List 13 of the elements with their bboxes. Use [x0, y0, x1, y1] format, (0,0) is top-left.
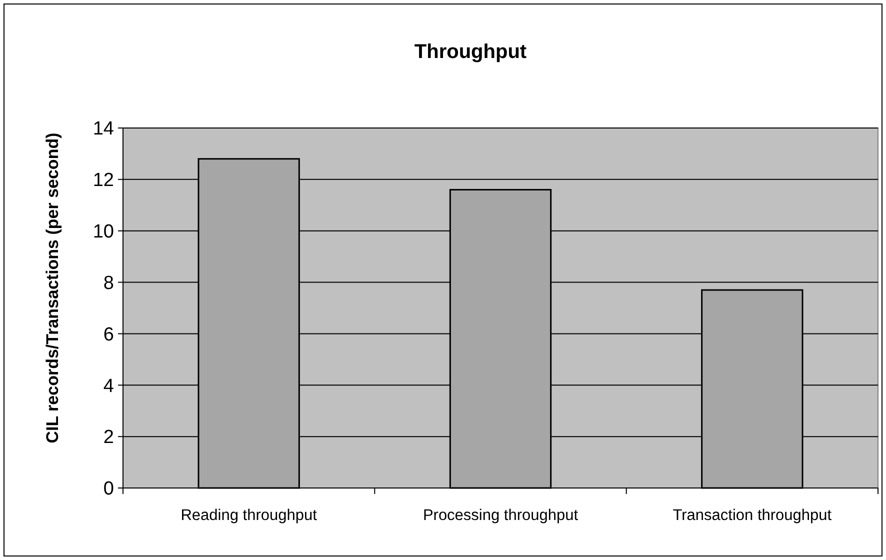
y-axis-title: CIL records/Transactions (per second): [43, 132, 62, 444]
y-tick-label: 12: [92, 170, 114, 192]
y-tick-label: 0: [103, 478, 114, 500]
y-tick-label: 6: [103, 324, 114, 346]
x-tick-label: Transaction throughput: [672, 507, 832, 524]
x-tick-label: Processing throughput: [422, 507, 579, 524]
y-tick-label: 4: [103, 376, 114, 397]
chart-title: Throughput: [414, 41, 527, 63]
y-tick-label: 10: [92, 222, 114, 243]
y-tick-label: 14: [92, 118, 114, 140]
y-tick-label: 2: [103, 427, 114, 448]
y-tick-label: 8: [103, 272, 114, 294]
x-tick-label: Reading throughput: [180, 507, 318, 524]
